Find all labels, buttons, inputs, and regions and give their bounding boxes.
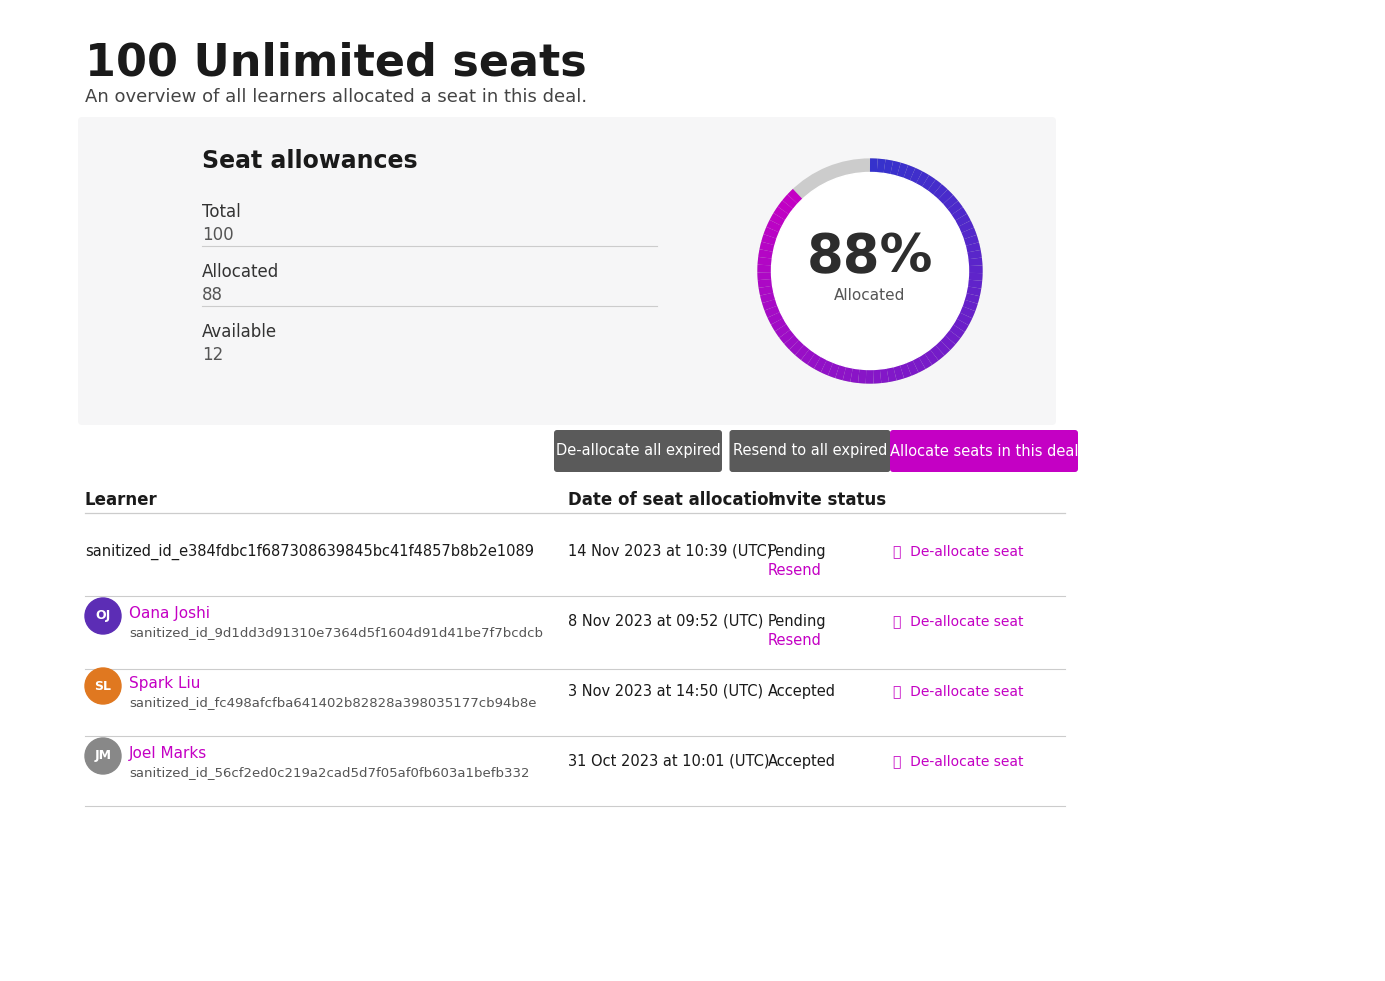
Text: 👤  De-allocate seat: 👤 De-allocate seat <box>893 754 1024 768</box>
Text: Available: Available <box>202 323 277 341</box>
Text: Total: Total <box>202 203 241 221</box>
Text: 3 Nov 2023 at 14:50 (UTC): 3 Nov 2023 at 14:50 (UTC) <box>568 684 763 699</box>
Text: Learner: Learner <box>84 491 158 509</box>
Text: Spark Liu: Spark Liu <box>129 676 201 691</box>
Text: An overview of all learners allocated a seat in this deal.: An overview of all learners allocated a … <box>84 88 587 106</box>
Text: OJ: OJ <box>96 609 111 623</box>
Text: Allocated: Allocated <box>834 287 906 302</box>
FancyBboxPatch shape <box>891 430 1078 472</box>
Text: Pending: Pending <box>769 614 827 629</box>
Circle shape <box>84 598 120 634</box>
Text: Pending: Pending <box>769 544 827 559</box>
Text: 👤  De-allocate seat: 👤 De-allocate seat <box>893 614 1024 628</box>
Text: Accepted: Accepted <box>769 754 837 769</box>
Text: 8 Nov 2023 at 09:52 (UTC): 8 Nov 2023 at 09:52 (UTC) <box>568 614 763 629</box>
Text: SL: SL <box>94 680 112 693</box>
Text: 12: 12 <box>202 346 223 364</box>
Text: 👤  De-allocate seat: 👤 De-allocate seat <box>893 684 1024 698</box>
FancyBboxPatch shape <box>78 117 1055 425</box>
Text: 100: 100 <box>202 226 234 244</box>
Text: 88%: 88% <box>807 231 933 283</box>
Text: 👤  De-allocate seat: 👤 De-allocate seat <box>893 544 1024 558</box>
Text: 88: 88 <box>202 286 223 304</box>
Text: Resend: Resend <box>769 563 821 578</box>
Text: JM: JM <box>94 749 112 762</box>
Circle shape <box>771 173 968 370</box>
Text: Allocate seats in this deal: Allocate seats in this deal <box>889 443 1079 458</box>
Text: 100 Unlimited seats: 100 Unlimited seats <box>84 41 587 84</box>
Text: sanitized_id_e384fdbc1f687308639845bc41f4857b8b2e1089: sanitized_id_e384fdbc1f687308639845bc41f… <box>84 544 535 560</box>
Text: De-allocate all expired: De-allocate all expired <box>555 443 720 458</box>
Text: Joel Marks: Joel Marks <box>129 746 208 761</box>
Circle shape <box>84 738 120 774</box>
Text: Resend to all expired: Resend to all expired <box>733 443 888 458</box>
Text: 31 Oct 2023 at 10:01 (UTC): 31 Oct 2023 at 10:01 (UTC) <box>568 754 770 769</box>
FancyBboxPatch shape <box>730 430 891 472</box>
Circle shape <box>84 668 120 704</box>
Text: Allocated: Allocated <box>202 263 280 281</box>
FancyBboxPatch shape <box>554 430 722 472</box>
Text: Seat allowances: Seat allowances <box>202 149 418 173</box>
Text: Oana Joshi: Oana Joshi <box>129 606 211 621</box>
Text: Accepted: Accepted <box>769 684 837 699</box>
Text: 14 Nov 2023 at 10:39 (UTC): 14 Nov 2023 at 10:39 (UTC) <box>568 544 773 559</box>
Text: Date of seat allocation: Date of seat allocation <box>568 491 780 509</box>
Text: Invite status: Invite status <box>769 491 886 509</box>
Text: sanitized_id_9d1dd3d91310e7364d5f1604d91d41be7f7bcdcb: sanitized_id_9d1dd3d91310e7364d5f1604d91… <box>129 626 543 639</box>
Text: sanitized_id_56cf2ed0c219a2cad5d7f05af0fb603a1befb332: sanitized_id_56cf2ed0c219a2cad5d7f05af0f… <box>129 766 529 779</box>
Text: Resend: Resend <box>769 633 821 648</box>
Text: sanitized_id_fc498afcfba641402b82828a398035177cb94b8e: sanitized_id_fc498afcfba641402b82828a398… <box>129 696 536 709</box>
